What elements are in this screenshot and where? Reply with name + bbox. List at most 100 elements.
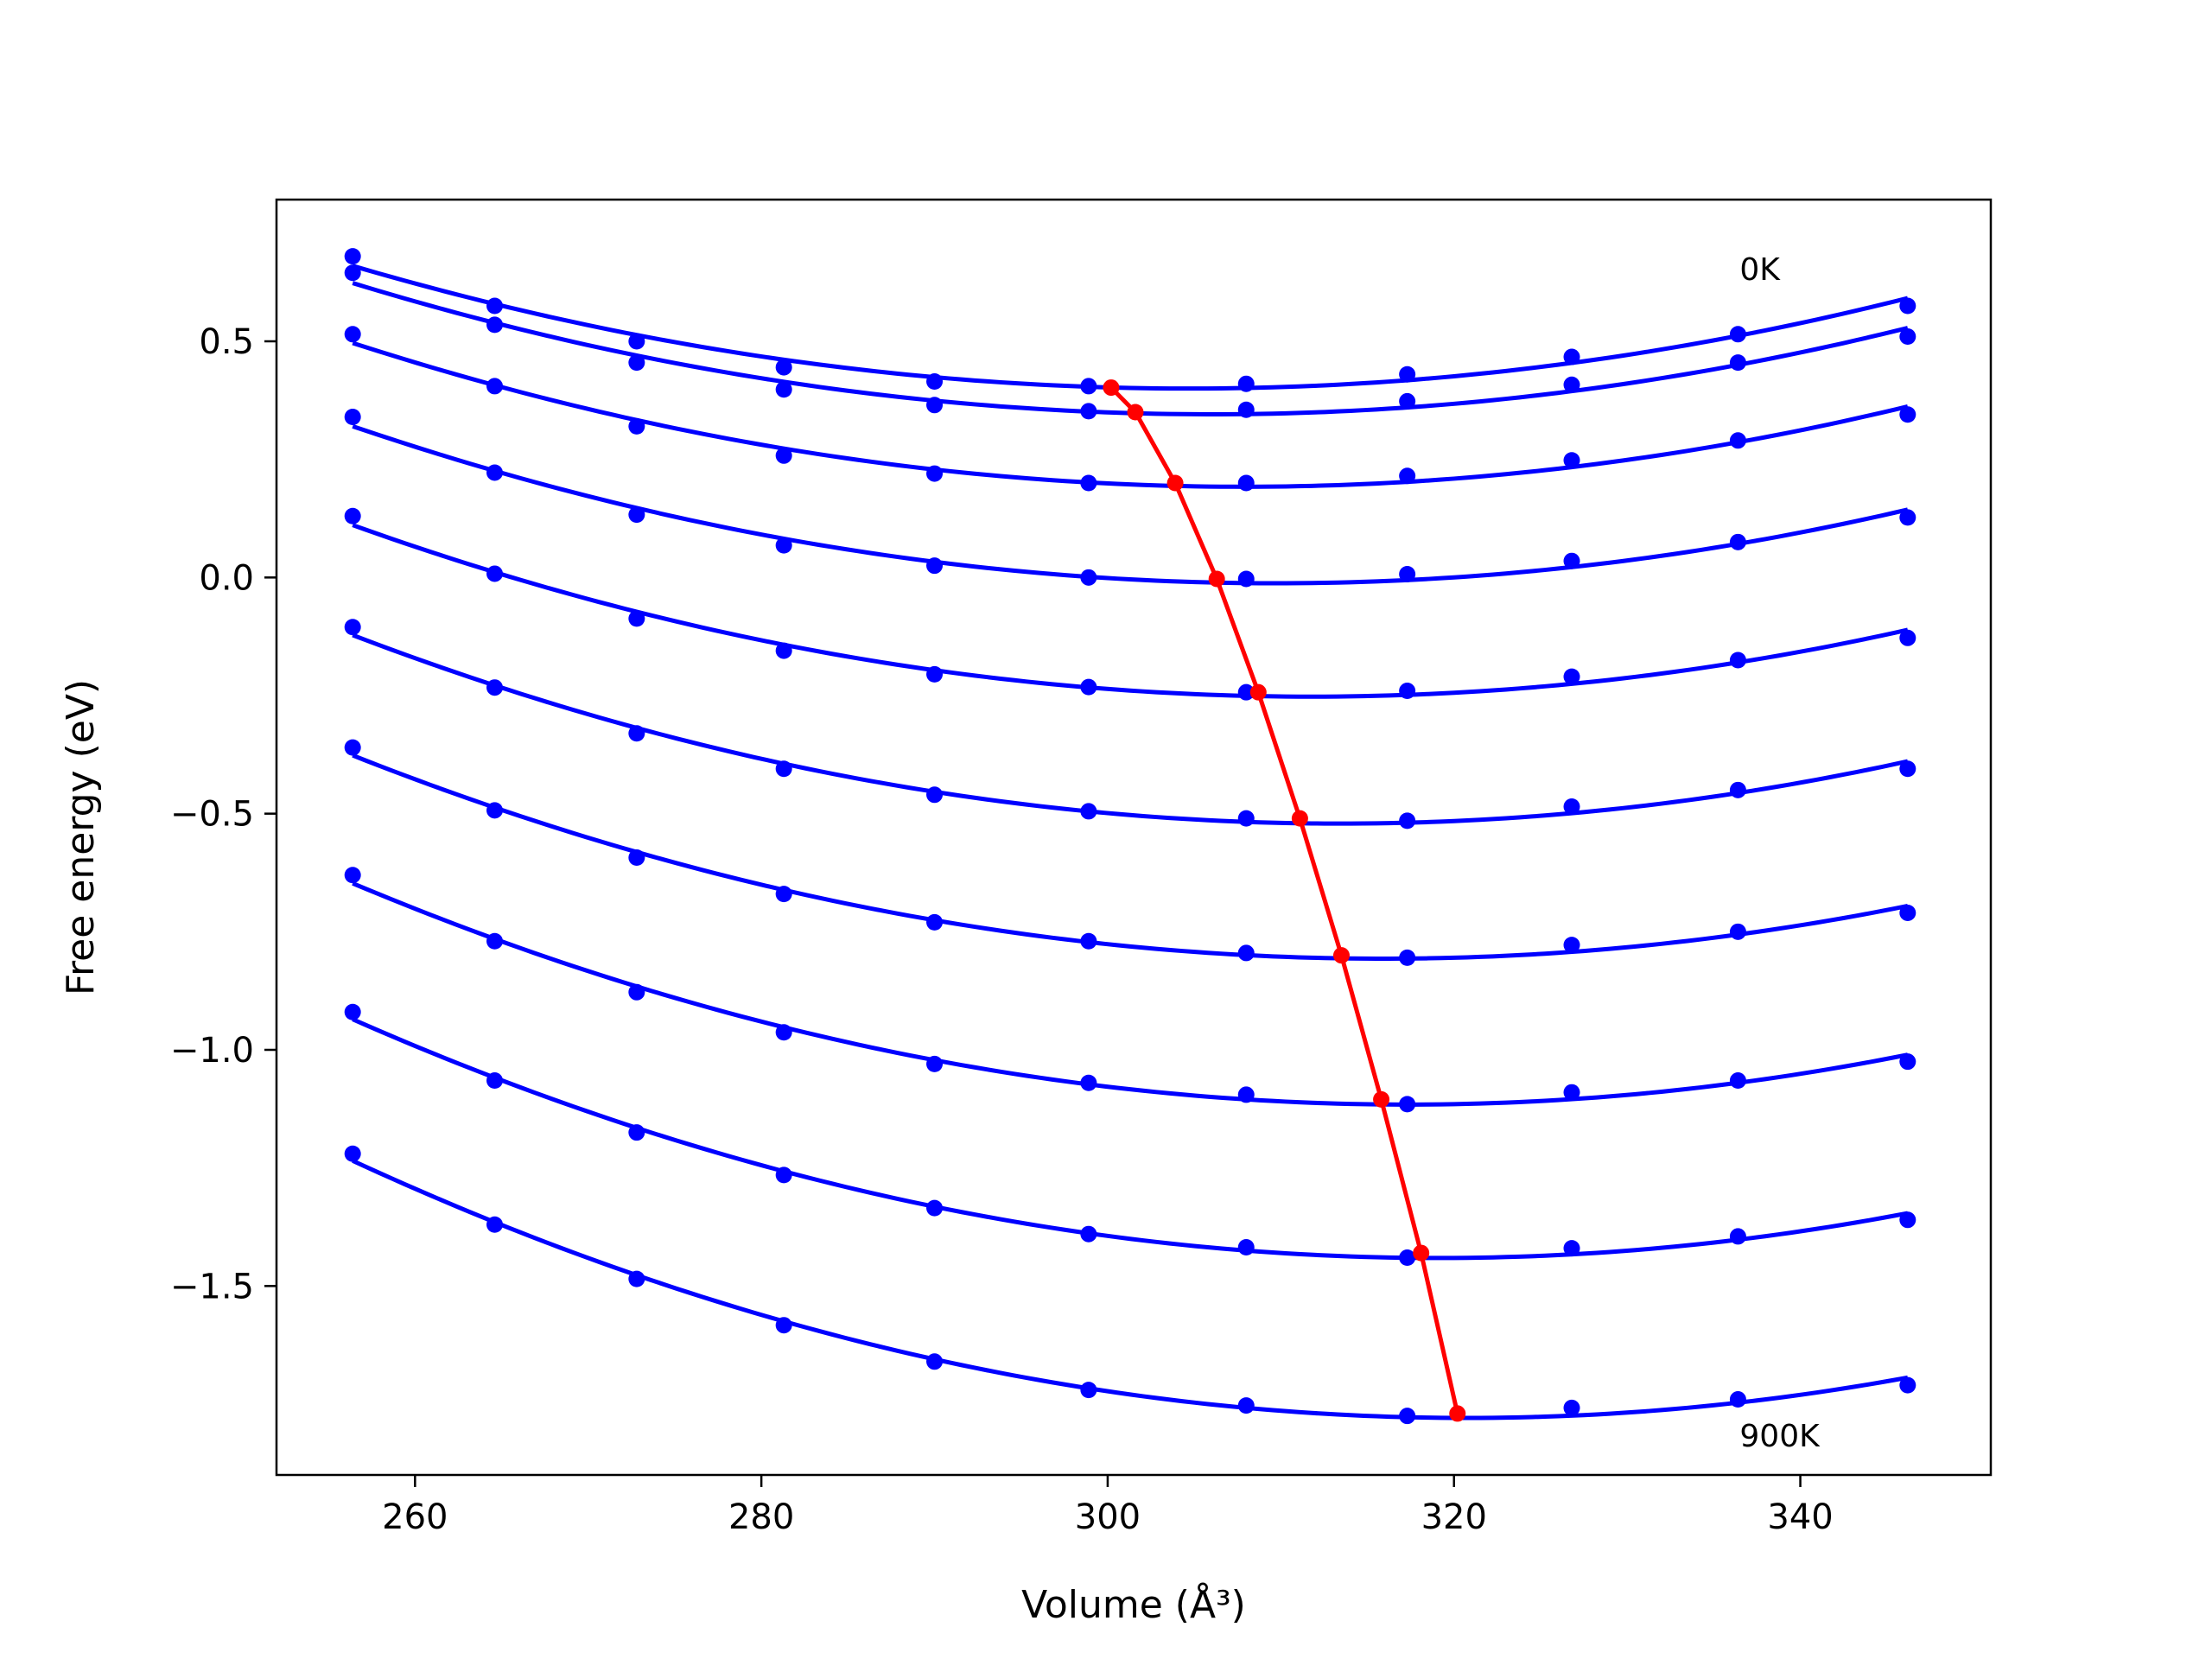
series-9-point-6: [1237, 1397, 1255, 1414]
x-tick-label-3: 320: [1421, 1497, 1487, 1537]
plot-background: [276, 200, 1991, 1475]
series-4-point-10: [1899, 629, 1916, 646]
series-7-point-2: [628, 983, 645, 1001]
series-4-point-4: [926, 665, 944, 683]
series-4-point-3: [775, 642, 792, 659]
series-3-point-10: [1899, 509, 1916, 526]
series-9-point-5: [1080, 1382, 1097, 1399]
x-tick-label-1: 280: [728, 1497, 794, 1537]
minimum-point-9: [1449, 1405, 1466, 1422]
series-5-point-5: [1080, 803, 1097, 820]
x-axis-label: Volume (Å³): [1021, 1581, 1246, 1627]
series-1-point-10: [1899, 328, 1916, 346]
x-tick-label-2: 300: [1075, 1497, 1141, 1537]
series-4-point-6: [1237, 683, 1255, 701]
series-2-point-7: [1399, 467, 1416, 485]
series-8-point-6: [1237, 1239, 1255, 1256]
series-4-curve: [352, 523, 1909, 699]
series-5-point-2: [628, 725, 645, 742]
series-0-point-7: [1399, 365, 1416, 383]
series-7-point-6: [1237, 1086, 1255, 1103]
series-6-point-6: [1237, 944, 1255, 962]
series-2-point-1: [486, 378, 504, 395]
series-6-point-10: [1899, 904, 1916, 921]
y-tick-label-0: 0.5: [199, 322, 254, 362]
series-7-point-4: [926, 1055, 944, 1072]
series-3-point-9: [1729, 533, 1746, 550]
x-tick-label-4: 340: [1767, 1497, 1833, 1537]
y-tick-label-1: 0.0: [199, 558, 254, 598]
series-0-point-3: [775, 359, 792, 376]
series-8-point-2: [628, 1124, 645, 1141]
series-0-point-2: [628, 333, 645, 350]
series-5-point-4: [926, 786, 944, 804]
curves-layer: [344, 248, 1916, 1425]
series-2-curve: [352, 340, 1909, 489]
minimum-point-5: [1291, 810, 1308, 827]
series-8-point-1: [486, 1072, 504, 1090]
minimum-point-3: [1208, 570, 1225, 588]
series-8-curve: [352, 1017, 1909, 1261]
series-5-point-9: [1729, 781, 1746, 798]
series-1-point-1: [486, 316, 504, 334]
series-3-point-3: [775, 537, 792, 554]
series-7-point-0: [344, 867, 361, 884]
series-5-point-10: [1899, 760, 1916, 778]
series-7-point-5: [1080, 1074, 1097, 1091]
series-7-point-7: [1399, 1096, 1416, 1113]
series-8-point-0: [344, 1003, 361, 1020]
series-0-point-0: [344, 248, 361, 265]
series-1-point-5: [1080, 403, 1097, 420]
series-0-curve: [352, 264, 1909, 391]
series-5-point-3: [775, 760, 792, 778]
series-4-point-8: [1563, 668, 1580, 685]
series-7-point-1: [486, 932, 504, 950]
series-2-point-4: [926, 465, 944, 482]
series-8-point-9: [1729, 1228, 1746, 1245]
series-6-point-8: [1563, 937, 1580, 954]
series-4-point-2: [628, 610, 645, 627]
series-1-point-4: [926, 397, 944, 414]
minimum-point-7: [1373, 1090, 1390, 1108]
series-2-point-0: [344, 326, 361, 343]
minimum-point-6: [1332, 947, 1350, 964]
series-3-point-4: [926, 557, 944, 575]
series-9-point-2: [628, 1270, 645, 1287]
minimum-point-2: [1166, 474, 1184, 492]
series-9-point-4: [926, 1353, 944, 1370]
series-2-point-3: [775, 447, 792, 464]
series-3-point-2: [628, 506, 645, 524]
series-7-point-8: [1563, 1084, 1580, 1101]
series-4-point-7: [1399, 683, 1416, 700]
series-8-point-4: [926, 1199, 944, 1217]
series-2-point-10: [1899, 406, 1916, 423]
series-6-point-3: [775, 886, 792, 903]
series-8-point-8: [1563, 1240, 1580, 1257]
series-8-point-5: [1080, 1225, 1097, 1243]
series-6-point-7: [1399, 949, 1416, 966]
series-3-point-5: [1080, 569, 1097, 586]
series-1-point-8: [1563, 376, 1580, 393]
y-tick-label-4: −1.5: [170, 1267, 254, 1306]
series-1-point-7: [1399, 392, 1416, 410]
series-1-point-2: [628, 354, 645, 372]
series-7-point-3: [775, 1024, 792, 1041]
series-5-point-8: [1563, 798, 1580, 815]
x-axis-ticks: 260 280 300 320 340: [382, 1475, 1834, 1537]
series-1-point-9: [1729, 354, 1746, 372]
series-2-point-6: [1237, 474, 1255, 492]
series-6-point-9: [1729, 923, 1746, 940]
series-6-point-5: [1080, 932, 1097, 950]
x-tick-label-0: 260: [382, 1497, 448, 1537]
series-3-point-8: [1563, 552, 1580, 569]
series-5-point-6: [1237, 810, 1255, 827]
series-8-point-7: [1399, 1249, 1416, 1267]
series-4-point-5: [1080, 678, 1097, 696]
series-7-curve: [352, 881, 1909, 1107]
series-1-point-6: [1237, 401, 1255, 418]
minimum-point-1: [1127, 404, 1144, 421]
series-5-point-1: [486, 679, 504, 696]
annotation-0k: 0K: [1739, 252, 1781, 288]
minimum-line: [1109, 385, 1460, 1414]
